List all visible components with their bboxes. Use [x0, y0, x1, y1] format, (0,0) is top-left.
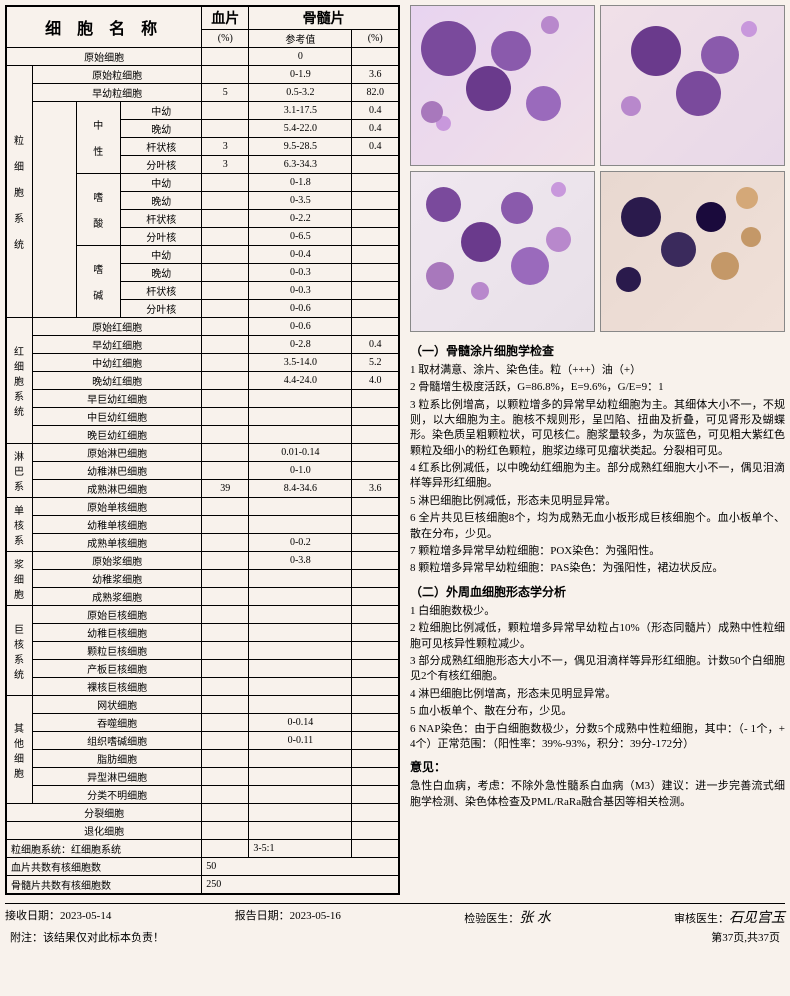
report-section: （一）骨髓涂片细胞学检查 1 取材满意、涂片、染色佳。粒（+++）油（+） 2 …: [410, 342, 785, 810]
report-item: 6 全片共见巨核细胞8个，均为成熟无血小板形成巨核细胞个。血小板单个、散在分布，…: [410, 511, 785, 542]
report-item: 1 取材满意、涂片、染色佳。粒（+++）油（+）: [410, 363, 785, 378]
microscope-image-4: [600, 171, 785, 332]
microscope-images: [410, 5, 785, 332]
left-table-panel: 细 胞 名 称 血片 骨髓片 (%) 参考值 (%) 原始细胞 0 粒 细 胞 …: [5, 5, 400, 895]
report-item: 5 淋巴细胞比例减低，形态未见明显异常。: [410, 494, 785, 509]
section1-title: （一）骨髓涂片细胞学检查: [410, 342, 785, 359]
recv-date: 接收日期：2023-05-14: [5, 907, 111, 927]
microscope-image-2: [600, 5, 785, 166]
opinion-text: 急性白血病，考虑：不除外急性髓系白血病（M3）建议：进一步完善流式细胞学检测、染…: [410, 779, 785, 810]
report-item: 1 白细胞数极少。: [410, 604, 785, 619]
report-item: 3 部分成熟红细胞形态大小不一，偶见泪滴样等异形红细胞。计数50个白细胞见2个有…: [410, 654, 785, 685]
table-title: 细 胞 名 称: [6, 6, 202, 48]
report-item: 3 粒系比例增高，以颗粒增多的异常早幼粒细胞为主。其细体大小不一，不规则，以大细…: [410, 398, 785, 460]
cell-count-table: 细 胞 名 称 血片 骨髓片 (%) 参考值 (%) 原始细胞 0 粒 细 胞 …: [5, 5, 400, 895]
right-report-panel: （一）骨髓涂片细胞学检查 1 取材满意、涂片、染色佳。粒（+++）油（+） 2 …: [405, 5, 785, 895]
report-item: 2 粒细胞比例减低，颗粒增多异常早幼粒占10%（形态同髓片）成熟中性粒细胞可见核…: [410, 621, 785, 652]
report-item: 4 淋巴细胞比例增高，形态未见明显异常。: [410, 687, 785, 702]
col-xuepian: 血片: [202, 6, 249, 30]
report-item: 6 NAP染色：由于白细胞数极少，分数5个成熟中性粒细胞，其中：（- 1个，+ …: [410, 722, 785, 753]
row-name: 原始细胞: [6, 48, 202, 66]
col-percent: (%): [202, 30, 249, 48]
page-number: 第37页,共37页: [711, 929, 780, 945]
report-date: 报告日期：2023-05-16: [235, 907, 341, 927]
col-percent2: (%): [352, 30, 399, 48]
report-item: 5 血小板单个、散在分布，少见。: [410, 704, 785, 719]
review-doctor: 审核医生：石见宫玉: [674, 907, 785, 927]
section2-title: （二）外周血细胞形态学分析: [410, 583, 785, 600]
col-reference: 参考值: [249, 30, 352, 48]
report-item: 7 颗粒增多异常早幼粒细胞：POX染色：为强阳性。: [410, 544, 785, 559]
cat-li: 粒 细 胞 系 统: [6, 66, 32, 318]
footer-row1: 接收日期：2023-05-14 报告日期：2023-05-16 检验医生：张 水…: [5, 903, 785, 927]
microscope-image-1: [410, 5, 595, 166]
report-item: 2 骨髓增生极度活跃，G=86.8%，E=9.6%，G/E=9：1: [410, 380, 785, 395]
opinion-title: 意见：: [410, 758, 785, 775]
test-doctor: 检验医生：张 水: [464, 907, 551, 927]
footer-note: 附注：该结果仅对此标本负责！: [10, 929, 164, 945]
col-gusui: 骨髓片: [249, 6, 399, 30]
footer-row2: 附注：该结果仅对此标本负责！ 第37页,共37页: [5, 927, 785, 947]
report-item: 4 红系比例减低，以中晚幼红细胞为主。部分成熟红细胞大小不一，偶见泪滴样等异形红…: [410, 461, 785, 492]
microscope-image-3: [410, 171, 595, 332]
report-item: 8 颗粒增多异常早幼粒细胞：PAS染色：为强阳性，裙边状反应。: [410, 561, 785, 576]
